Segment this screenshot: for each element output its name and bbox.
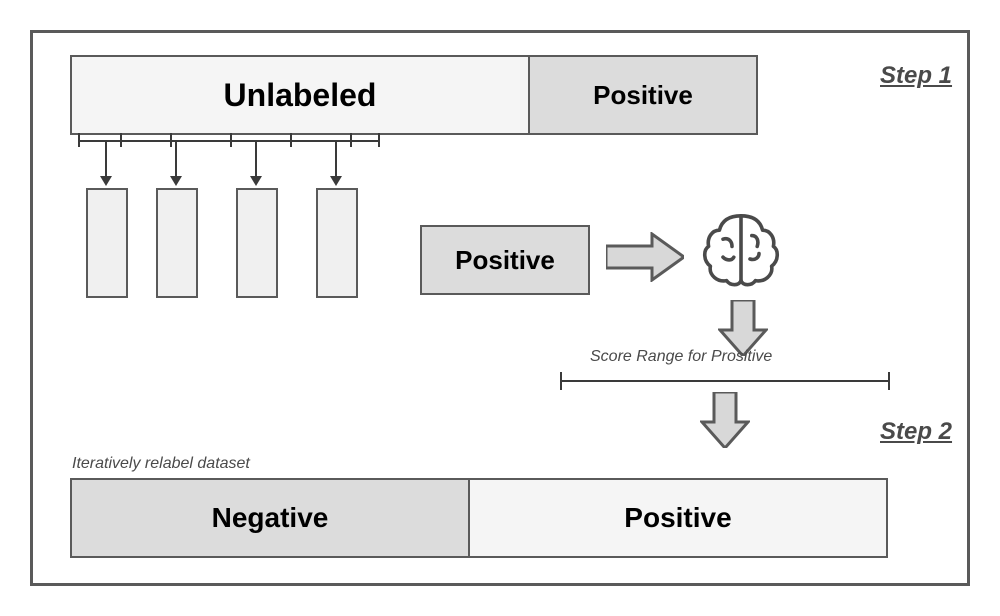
tick (78, 133, 80, 147)
score-range-end-left (560, 372, 562, 390)
split-arrow-line (105, 140, 107, 178)
tick-rail (78, 140, 378, 142)
score-range-end-right (888, 372, 890, 390)
diagram-canvas: Step 1 Step 2 Unlabeled Positive Positiv… (0, 0, 1000, 616)
split-arrow-head (330, 176, 342, 186)
top-unlabeled-label: Unlabeled (224, 77, 377, 114)
step-1-label: Step 1 (880, 62, 952, 90)
arrow-down-icon (700, 392, 750, 448)
score-range-label: Score Range for Prositive (590, 348, 772, 366)
bottom-positive-box: Positive (468, 478, 888, 558)
top-unlabeled-box: Unlabeled (70, 55, 530, 135)
tick (350, 133, 352, 147)
split-arrow-head (250, 176, 262, 186)
arrow-right-icon (606, 232, 684, 282)
split-chunk (236, 188, 278, 298)
mid-positive-box: Positive (420, 225, 590, 295)
tick (290, 133, 292, 147)
split-chunk (86, 188, 128, 298)
split-arrow-line (255, 140, 257, 178)
bottom-positive-label: Positive (624, 502, 731, 534)
step-2-label: Step 2 (880, 418, 952, 446)
score-range-bar (560, 380, 890, 382)
split-arrow-head (100, 176, 112, 186)
tick (378, 133, 380, 147)
mid-positive-label: Positive (455, 245, 555, 276)
split-arrow-line (335, 140, 337, 178)
split-arrow-line (175, 140, 177, 178)
tick (230, 133, 232, 147)
top-positive-label: Positive (593, 80, 693, 111)
bottom-negative-box: Negative (70, 478, 470, 558)
bottom-negative-label: Negative (212, 502, 329, 534)
tick (120, 133, 122, 147)
tick (170, 133, 172, 147)
brain-icon (696, 205, 786, 295)
split-chunk (316, 188, 358, 298)
top-positive-box: Positive (528, 55, 758, 135)
split-arrow-head (170, 176, 182, 186)
split-chunk (156, 188, 198, 298)
relabel-caption: Iteratively relabel dataset (72, 455, 250, 473)
